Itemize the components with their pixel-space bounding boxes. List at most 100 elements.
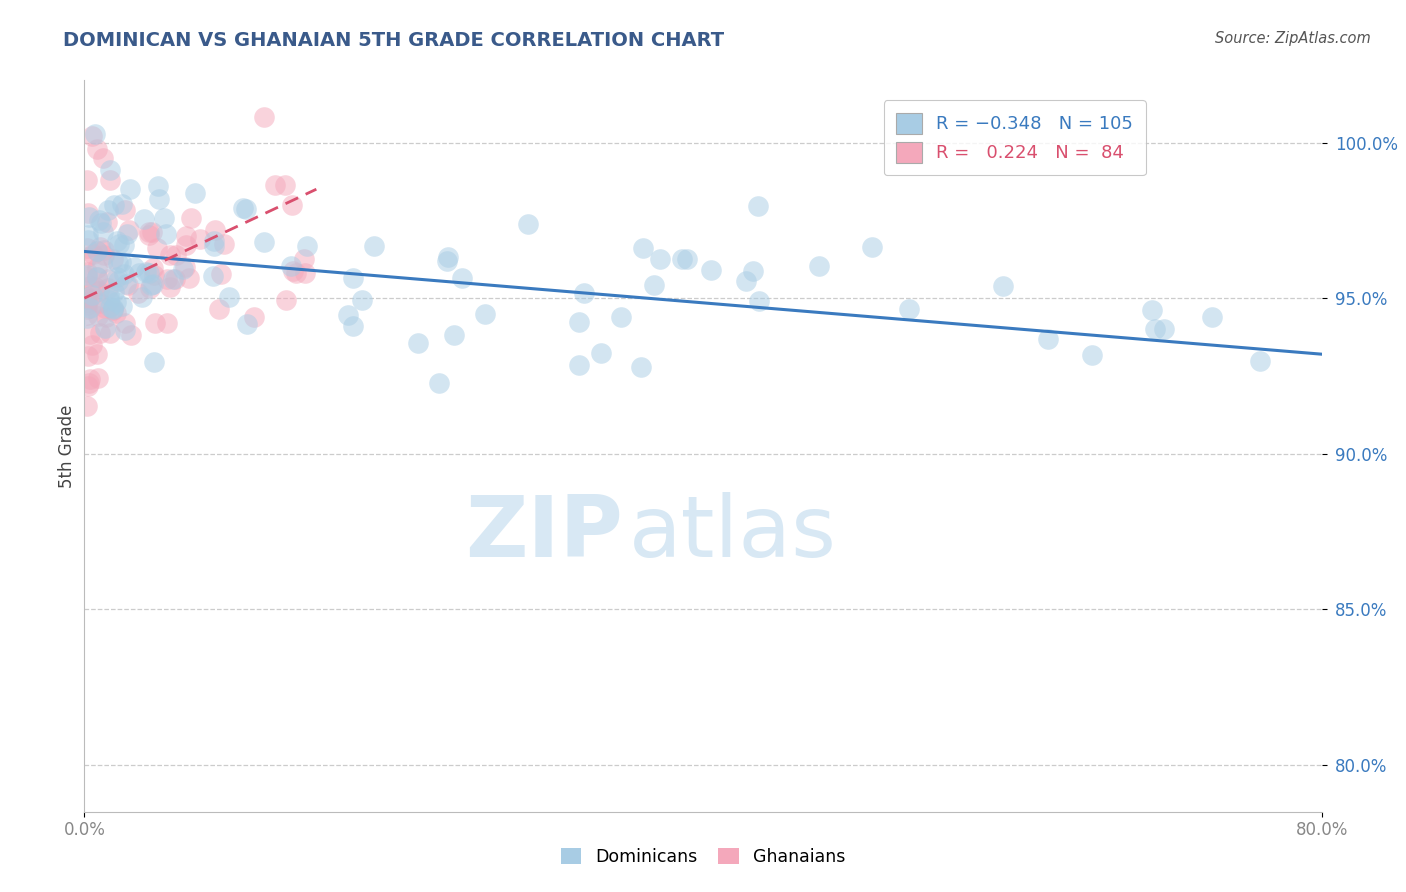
Point (105, 269, 128, 284)
Point (474, 307, 496, 321)
Point (179, 270, 201, 285)
Point (138, 225, 160, 239)
Point (138, 266, 160, 280)
Point (103, 301, 125, 316)
Point (235, 202, 257, 216)
Point (142, 277, 165, 291)
Point (76, 250, 98, 264)
Point (120, 181, 142, 195)
Point (807, 260, 830, 274)
Point (79, 279, 101, 293)
Point (451, 271, 474, 285)
Point (152, 211, 174, 225)
Point (77, 206, 100, 220)
Point (90, 215, 112, 229)
Point (142, 261, 165, 276)
Point (141, 225, 163, 239)
Text: Source: ZipAtlas.com: Source: ZipAtlas.com (1215, 31, 1371, 46)
Point (748, 294, 770, 309)
Point (589, 346, 612, 360)
Point (79, 292, 101, 306)
Point (1081, 348, 1104, 362)
Point (631, 241, 654, 255)
Point (209, 267, 232, 281)
Point (156, 316, 179, 330)
Point (114, 323, 136, 337)
Point (675, 252, 697, 266)
Point (352, 293, 374, 307)
Point (1153, 322, 1175, 336)
Point (111, 299, 134, 313)
Point (145, 316, 167, 330)
Point (630, 360, 652, 375)
Point (86, 269, 108, 284)
Point (79, 327, 101, 342)
Point (253, 235, 276, 249)
Point (436, 254, 458, 268)
Point (86, 270, 108, 285)
Point (294, 266, 316, 280)
Point (80, 338, 103, 352)
Point (139, 281, 162, 295)
Legend: Dominicans, Ghanaians: Dominicans, Ghanaians (553, 839, 853, 874)
Point (155, 227, 177, 241)
Point (145, 241, 167, 255)
Point (79, 301, 101, 316)
Point (735, 274, 758, 288)
Point (87, 370, 110, 384)
Point (101, 303, 124, 318)
Point (643, 277, 665, 292)
Point (232, 202, 254, 216)
Point (174, 260, 197, 274)
Point (91, 151, 114, 165)
Point (76, 379, 98, 393)
Point (107, 256, 129, 270)
Point (76, 290, 98, 304)
Point (274, 293, 297, 307)
Point (77, 210, 100, 224)
Point (86, 260, 108, 275)
Point (112, 267, 135, 281)
Point (148, 192, 170, 206)
Point (408, 335, 430, 350)
Point (208, 302, 231, 317)
Point (363, 239, 385, 253)
Point (699, 263, 721, 277)
Point (159, 247, 181, 261)
Point (165, 248, 187, 262)
Point (89, 240, 111, 254)
Point (77, 376, 100, 390)
Point (172, 261, 194, 276)
Point (96, 310, 118, 325)
Point (141, 277, 163, 292)
Point (135, 265, 157, 279)
Point (281, 198, 304, 212)
Point (76, 399, 98, 413)
Point (76, 268, 98, 282)
Point (671, 252, 693, 267)
Point (122, 260, 145, 274)
Point (862, 239, 884, 253)
Point (214, 237, 236, 252)
Point (263, 178, 285, 192)
Point (1249, 353, 1271, 368)
Point (77, 233, 100, 247)
Point (76, 298, 98, 312)
Point (285, 266, 308, 280)
Point (87, 309, 110, 323)
Point (114, 238, 136, 252)
Point (342, 270, 364, 285)
Point (89, 295, 111, 310)
Point (98, 300, 121, 314)
Point (93, 248, 115, 262)
Point (76, 294, 98, 309)
Point (114, 203, 136, 218)
Point (295, 238, 318, 252)
Point (76, 270, 98, 285)
Point (86, 244, 108, 258)
Point (747, 199, 769, 213)
Point (105, 306, 128, 320)
Point (609, 310, 631, 324)
Point (94, 301, 117, 316)
Point (1140, 303, 1163, 318)
